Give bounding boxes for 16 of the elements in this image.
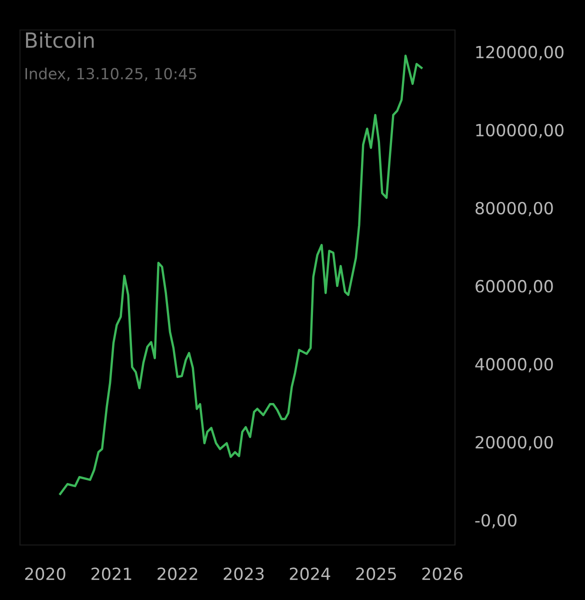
y-tick-label: 40000,00 xyxy=(475,358,553,372)
x-tick-label: 2024 xyxy=(290,568,330,580)
chart-title: Bitcoin xyxy=(26,32,94,48)
x-tick-label: 2022 xyxy=(158,568,198,580)
y-tick-label: 60000,00 xyxy=(476,280,553,294)
x-tick-label: 2025 xyxy=(356,568,396,580)
y-tick-label: 20000,00 xyxy=(476,436,553,450)
text: Index, 13.10.25, 10:45 xyxy=(26,68,196,81)
y-tick-label: 120000,00 xyxy=(476,46,564,60)
x-tick-label: 2023 xyxy=(224,568,264,580)
y-tick-label: -0,00 xyxy=(475,514,516,528)
x-tick-label: 2021 xyxy=(92,568,132,580)
x-tick-label: 2026 xyxy=(422,568,462,580)
y-tick-label: 80000,00 xyxy=(476,202,553,216)
x-tick-label: 2020 xyxy=(25,568,66,580)
y-tick-label: 100000,00 xyxy=(476,124,564,138)
